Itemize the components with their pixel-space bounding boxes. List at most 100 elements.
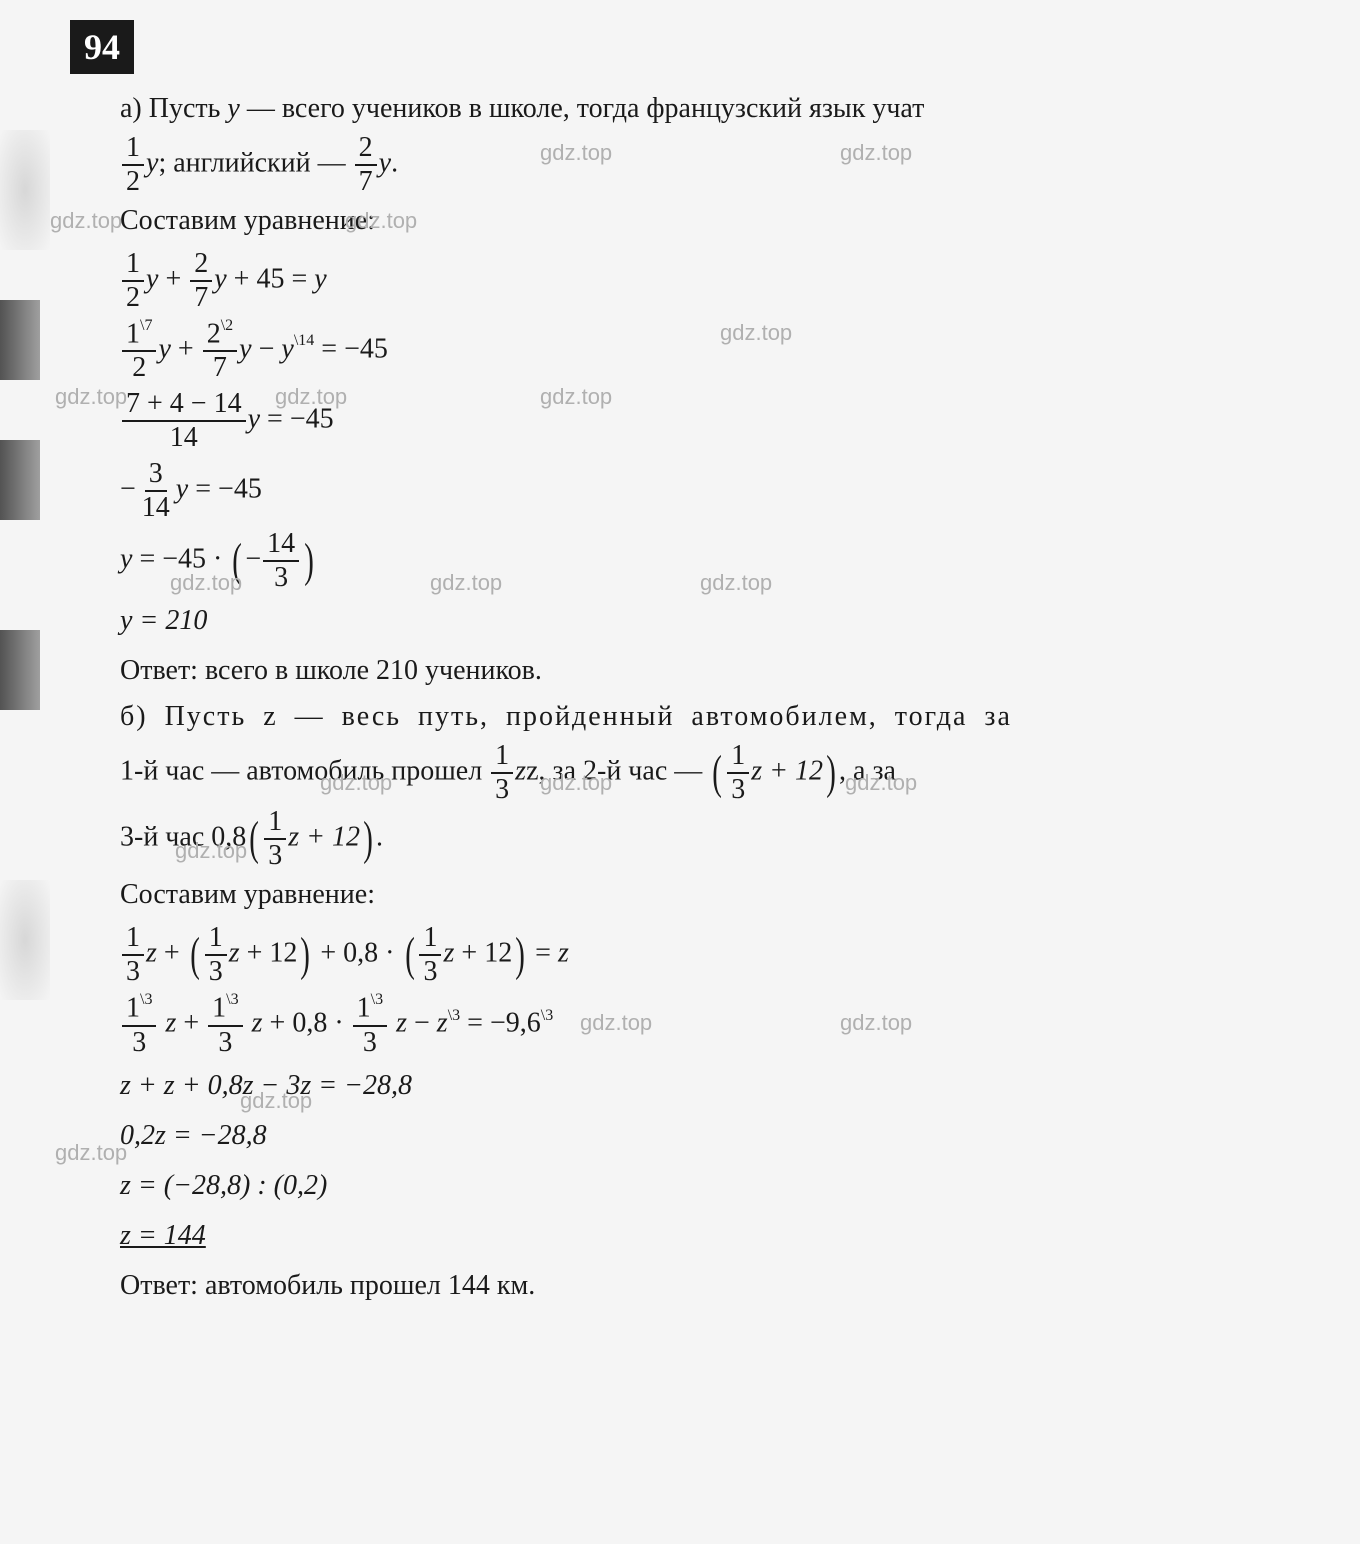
- var-y: y: [227, 93, 239, 124]
- var: z: [558, 938, 569, 969]
- var: z: [252, 1008, 263, 1039]
- fraction: 7 + 4 − 1414: [122, 390, 246, 452]
- sup: \3: [448, 1007, 460, 1024]
- text: 3-й час 0,8: [120, 822, 246, 853]
- text: , а за: [839, 756, 896, 787]
- den: 3: [205, 956, 227, 986]
- mult: −45: [162, 544, 206, 575]
- text: — всего учеников в школе, тогда французс…: [240, 93, 925, 124]
- den: 3: [727, 774, 749, 804]
- part-b-eq2: 1\33 z + 1\33 z + 0,8 · 1\33 z − z\3 = −…: [120, 994, 1300, 1056]
- denominator: 7: [355, 166, 377, 196]
- rhs: −45: [344, 334, 388, 365]
- var: y: [120, 544, 132, 575]
- part-b-eq3: z + z + 0,8z − 3z = −28,8: [120, 1065, 1300, 1107]
- den: 3: [214, 1027, 236, 1057]
- part-a-eq4: −314y = −45: [120, 460, 1300, 522]
- part-a-eq2: 1\72y + 2\27y − y\14 = −45: [120, 320, 1300, 382]
- n: 1: [126, 993, 140, 1024]
- part-a-eq1: 12y + 27y + 45 = y: [120, 250, 1300, 312]
- fraction: 143: [263, 530, 299, 592]
- part-a-answer: Ответ: всего в школе 210 учеников.: [80, 650, 1300, 692]
- fraction: 13: [122, 924, 144, 986]
- sup: \2: [221, 317, 233, 334]
- text: .: [376, 822, 383, 853]
- num: 1: [205, 924, 227, 956]
- var-y: y: [146, 147, 158, 178]
- var: y: [146, 263, 158, 294]
- scan-artifact: [0, 130, 50, 250]
- var: y: [314, 263, 326, 294]
- num: 1\3: [208, 994, 242, 1026]
- var-y: y: [379, 147, 391, 178]
- num: 1\7: [122, 320, 156, 352]
- fraction: 1\33: [353, 994, 387, 1056]
- fraction: 13: [727, 742, 749, 804]
- fraction: 13: [491, 742, 513, 804]
- content: а) Пусть y — всего учеников в школе, тог…: [80, 88, 1300, 1307]
- fraction: 13: [264, 808, 286, 870]
- den: 14: [166, 422, 202, 452]
- den: 3: [419, 956, 441, 986]
- part-b-eq6: z = 144: [120, 1215, 1300, 1257]
- var: z: [229, 938, 240, 969]
- part-a-eq6: y = 210: [120, 600, 1300, 642]
- var: z: [396, 1008, 407, 1039]
- num: 1: [122, 924, 144, 956]
- den: 2: [122, 282, 144, 312]
- den: 3: [264, 840, 286, 870]
- numerator: 1: [122, 134, 144, 166]
- den: 3: [128, 1027, 150, 1057]
- n: 1: [126, 318, 140, 349]
- var: y: [281, 334, 293, 365]
- var: z: [515, 756, 526, 787]
- den: 3: [491, 774, 513, 804]
- part-b-line3: 3-й час 0,8(13z + 12).: [120, 808, 1300, 870]
- den: 7: [209, 352, 231, 382]
- sup: \7: [140, 317, 152, 334]
- part-a-line1: а) Пусть y — всего учеников в школе, тог…: [80, 88, 1300, 130]
- rhs: −45: [218, 474, 262, 505]
- part-a-line2: 1 2 y; английский — 2 7 y.: [120, 134, 1300, 196]
- text: z, за 2-й час —: [526, 756, 709, 787]
- den: 3: [359, 1027, 381, 1057]
- var: y: [248, 404, 260, 435]
- scan-artifact: [0, 440, 40, 520]
- page-number: 94: [84, 27, 120, 67]
- num: 14: [263, 530, 299, 562]
- mult: 0,8: [292, 1008, 327, 1039]
- num: 1\3: [122, 994, 156, 1026]
- var: y: [214, 263, 226, 294]
- den: 3: [122, 956, 144, 986]
- fraction: 1\72: [122, 320, 156, 382]
- den: 7: [190, 282, 212, 312]
- page-number-box: 94: [70, 20, 134, 74]
- var: z: [437, 1008, 448, 1039]
- const: 12: [269, 938, 297, 969]
- denominator: 2: [122, 166, 144, 196]
- scan-artifact: [0, 300, 40, 380]
- n: 1: [212, 993, 226, 1024]
- num: 1: [491, 742, 513, 774]
- n: 1: [357, 993, 371, 1024]
- fraction: 27: [190, 250, 212, 312]
- sup: \3: [140, 991, 152, 1008]
- sup: \3: [226, 991, 238, 1008]
- var: y: [239, 334, 251, 365]
- part-b-answer: Ответ: автомобиль прошел 144 км.: [80, 1265, 1300, 1307]
- fraction: 13: [205, 924, 227, 986]
- sup: \3: [541, 1007, 553, 1024]
- scan-artifact: [0, 880, 50, 1000]
- mult: 0,8: [343, 938, 378, 969]
- part-a-eq3: 7 + 4 − 1414y = −45: [120, 390, 1300, 452]
- num: 1: [419, 924, 441, 956]
- const: 12: [484, 938, 512, 969]
- fraction: 2\27: [203, 320, 237, 382]
- text: ; английский —: [158, 147, 352, 178]
- var: z: [443, 938, 454, 969]
- rhs: −45: [290, 404, 334, 435]
- text: б) Пусть z — весь путь, пройденный автом…: [120, 701, 1012, 732]
- num: 2: [190, 250, 212, 282]
- den: 14: [138, 492, 174, 522]
- part-b-line2: 1-й час — автомобиль прошел 13zz, за 2-й…: [120, 742, 1300, 804]
